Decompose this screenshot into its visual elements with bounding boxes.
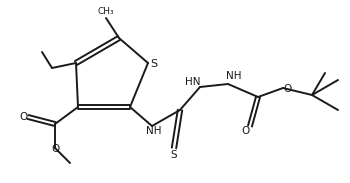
Text: CH₃: CH₃ [98,7,114,16]
Text: HN: HN [185,77,201,87]
Text: NH: NH [146,126,162,136]
Text: O: O [241,126,249,136]
Text: S: S [150,59,158,69]
Text: O: O [51,144,59,154]
Text: O: O [19,112,27,122]
Text: S: S [171,150,177,160]
Text: NH: NH [226,71,242,81]
Text: O: O [283,84,291,94]
